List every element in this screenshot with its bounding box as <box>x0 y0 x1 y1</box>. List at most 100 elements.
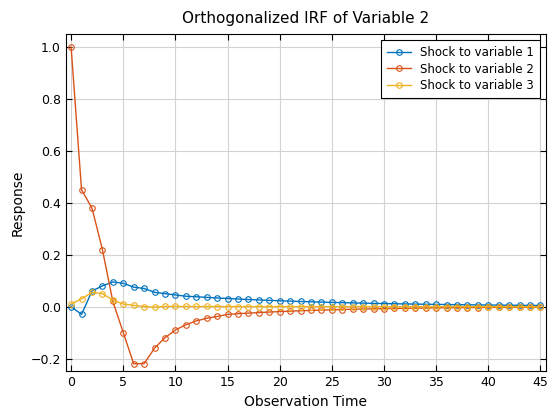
Shock to variable 1 <box>433 302 440 307</box>
Shock to variable 1 <box>141 286 147 291</box>
Shock to variable 2 <box>360 307 366 312</box>
Shock to variable 1 <box>235 297 241 302</box>
Shock to variable 2 <box>120 330 127 335</box>
Shock to variable 3 <box>224 304 231 309</box>
Legend: Shock to variable 1, Shock to variable 2, Shock to variable 3: Shock to variable 1, Shock to variable 2… <box>381 40 540 98</box>
Shock to variable 2 <box>151 346 158 351</box>
Shock to variable 1 <box>172 292 179 297</box>
Shock to variable 3 <box>349 304 356 309</box>
Shock to variable 1 <box>120 281 127 286</box>
Shock to variable 1 <box>474 302 481 307</box>
Shock to variable 1 <box>360 301 366 306</box>
Shock to variable 3 <box>422 304 429 309</box>
Shock to variable 3 <box>276 304 283 309</box>
Shock to variable 1 <box>496 302 502 307</box>
Shock to variable 2 <box>276 309 283 314</box>
Shock to variable 3 <box>412 304 419 309</box>
Shock to variable 2 <box>224 312 231 317</box>
Shock to variable 1 <box>307 299 314 304</box>
Shock to variable 3 <box>214 304 221 309</box>
Shock to variable 2 <box>78 187 85 192</box>
Shock to variable 3 <box>318 304 325 309</box>
Shock to variable 1 <box>422 302 429 307</box>
Shock to variable 1 <box>214 295 221 300</box>
Shock to variable 3 <box>381 304 388 309</box>
Shock to variable 2 <box>506 305 512 310</box>
Shock to variable 1 <box>412 302 419 307</box>
Shock to variable 3 <box>433 304 440 309</box>
Shock to variable 2 <box>162 335 169 340</box>
Shock to variable 3 <box>235 304 241 309</box>
Shock to variable 3 <box>329 304 335 309</box>
Y-axis label: Response: Response <box>11 170 25 236</box>
Shock to variable 2 <box>109 299 116 304</box>
Shock to variable 3 <box>526 304 533 309</box>
Shock to variable 1 <box>151 290 158 295</box>
Shock to variable 1 <box>329 300 335 305</box>
Shock to variable 3 <box>193 304 199 309</box>
Line: Shock to variable 2: Shock to variable 2 <box>68 45 543 367</box>
Shock to variable 2 <box>245 311 252 316</box>
Shock to variable 2 <box>130 361 137 366</box>
Shock to variable 2 <box>370 306 377 311</box>
Shock to variable 1 <box>245 297 252 302</box>
Shock to variable 2 <box>433 305 440 310</box>
Shock to variable 1 <box>381 301 388 306</box>
Shock to variable 1 <box>516 303 523 308</box>
Shock to variable 2 <box>172 328 179 333</box>
Shock to variable 2 <box>391 306 398 311</box>
Shock to variable 3 <box>162 304 169 309</box>
Shock to variable 3 <box>183 304 189 309</box>
Shock to variable 2 <box>349 307 356 312</box>
Shock to variable 1 <box>349 300 356 305</box>
Shock to variable 2 <box>526 304 533 310</box>
Shock to variable 2 <box>68 45 74 50</box>
Shock to variable 3 <box>266 304 273 309</box>
Shock to variable 1 <box>464 302 471 307</box>
Shock to variable 1 <box>276 298 283 303</box>
Shock to variable 1 <box>99 284 106 289</box>
Shock to variable 1 <box>454 302 460 307</box>
Shock to variable 1 <box>88 289 95 294</box>
Shock to variable 2 <box>183 322 189 327</box>
Shock to variable 2 <box>339 307 346 312</box>
Shock to variable 1 <box>370 301 377 306</box>
Shock to variable 1 <box>68 304 74 309</box>
Shock to variable 3 <box>245 304 252 309</box>
Shock to variable 1 <box>130 285 137 290</box>
Shock to variable 3 <box>474 304 481 309</box>
Shock to variable 2 <box>474 305 481 310</box>
Shock to variable 1 <box>402 302 408 307</box>
Shock to variable 2 <box>329 307 335 312</box>
Shock to variable 3 <box>130 303 137 308</box>
Shock to variable 2 <box>141 361 147 366</box>
Shock to variable 3 <box>307 304 314 309</box>
Shock to variable 3 <box>78 297 85 302</box>
Shock to variable 1 <box>297 299 304 304</box>
Shock to variable 1 <box>287 299 293 304</box>
Shock to variable 3 <box>443 304 450 309</box>
Shock to variable 3 <box>485 304 492 309</box>
Shock to variable 2 <box>381 306 388 311</box>
Shock to variable 1 <box>537 303 544 308</box>
Shock to variable 1 <box>266 298 273 303</box>
Shock to variable 3 <box>99 291 106 296</box>
Title: Orthogonalized IRF of Variable 2: Orthogonalized IRF of Variable 2 <box>182 11 430 26</box>
Shock to variable 2 <box>307 308 314 313</box>
Shock to variable 2 <box>464 305 471 310</box>
Line: Shock to variable 3: Shock to variable 3 <box>68 289 543 310</box>
Shock to variable 3 <box>203 304 210 309</box>
Shock to variable 3 <box>88 290 95 295</box>
Shock to variable 1 <box>162 291 169 296</box>
Shock to variable 1 <box>183 294 189 299</box>
Line: Shock to variable 1: Shock to variable 1 <box>68 279 543 317</box>
Shock to variable 3 <box>297 304 304 309</box>
Shock to variable 2 <box>214 314 221 319</box>
Shock to variable 2 <box>287 309 293 314</box>
Shock to variable 2 <box>193 318 199 323</box>
Shock to variable 1 <box>485 302 492 307</box>
Shock to variable 2 <box>266 310 273 315</box>
Shock to variable 1 <box>526 303 533 308</box>
Shock to variable 3 <box>172 304 179 309</box>
Shock to variable 1 <box>443 302 450 307</box>
